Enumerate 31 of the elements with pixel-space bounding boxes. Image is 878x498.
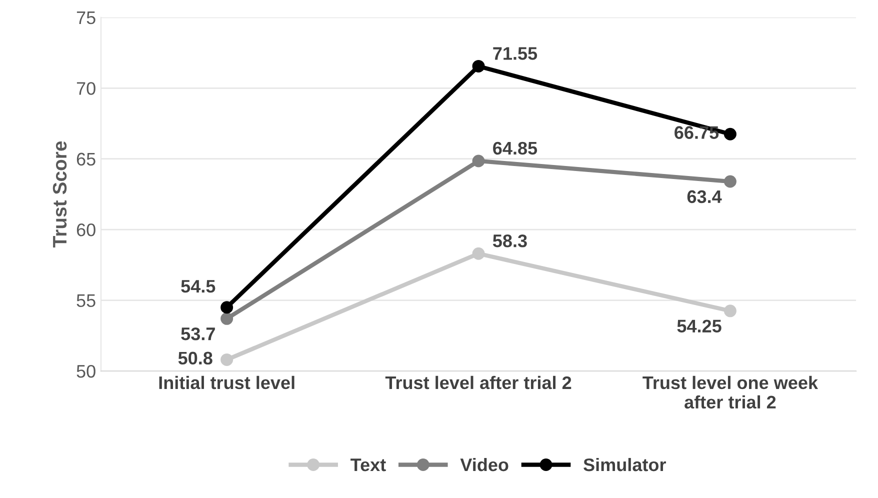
data-label: 53.7	[181, 327, 215, 340]
data-label: 58.3	[492, 234, 527, 248]
x-tick-label: Initial trust level	[159, 376, 294, 390]
point	[472, 154, 485, 168]
point	[220, 312, 234, 325]
legend-label: Simulator	[584, 458, 666, 472]
y-tick-label: 65	[76, 152, 96, 166]
y-tick-label: 50	[76, 364, 96, 378]
data-label: 50.8	[178, 352, 212, 365]
data-label: 54.5	[181, 280, 216, 293]
point	[724, 175, 736, 188]
data-label: 66.75	[674, 126, 719, 139]
y-tick-label: 70	[76, 82, 96, 95]
data-label: 71.55	[493, 47, 538, 60]
x-tick-label: Trust level one week after trial 2	[642, 376, 818, 409]
point	[472, 60, 485, 72]
point	[220, 301, 234, 314]
y-axis-title: Trust Score	[52, 141, 67, 248]
point	[724, 128, 736, 140]
data-label: 63.4	[687, 190, 722, 204]
data-label: 64.85	[493, 142, 538, 155]
point	[472, 247, 485, 260]
legend-label: Text	[350, 458, 386, 472]
point	[724, 304, 736, 318]
x-tick-label: Trust level after trial 2	[385, 376, 572, 390]
y-tick-label: 75	[76, 12, 96, 24]
point	[220, 353, 234, 366]
legend-label: Video	[460, 458, 508, 472]
y-tick-label: 55	[76, 294, 96, 308]
y-tick-label: 60	[76, 224, 96, 236]
data-label: 54.25	[677, 320, 722, 332]
